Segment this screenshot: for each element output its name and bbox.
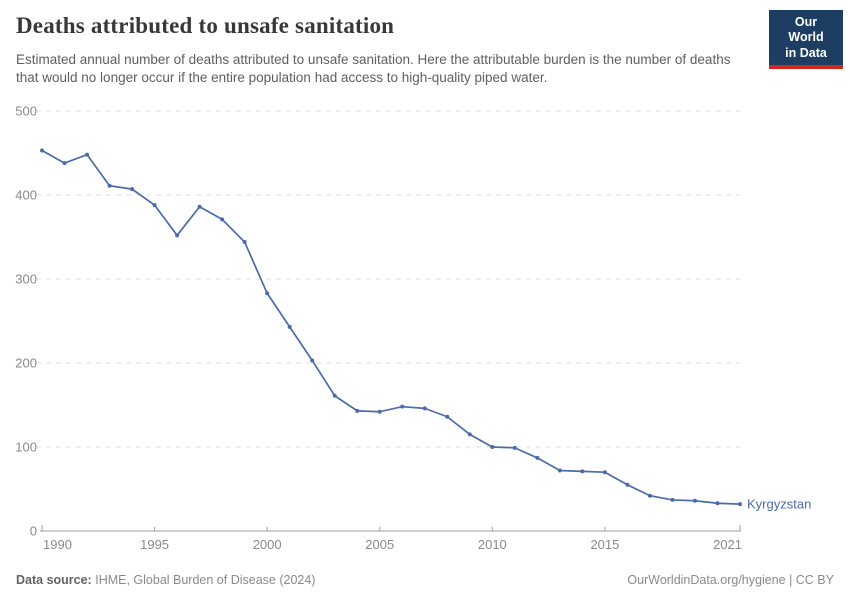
data-point-2006 <box>400 404 405 409</box>
data-point-2004 <box>355 408 360 413</box>
y-tick-label: 200 <box>15 356 37 371</box>
x-tick-label: 2015 <box>590 537 619 552</box>
data-point-2000 <box>265 291 270 296</box>
data-point-2009 <box>467 432 472 437</box>
data-point-2008 <box>445 414 450 419</box>
data-point-1990 <box>40 148 44 153</box>
x-tick-label: 2021 <box>713 537 742 552</box>
data-point-2013 <box>557 468 562 473</box>
data-point-1991 <box>62 161 67 166</box>
series-end-label: Kyrgyzstan <box>747 497 811 512</box>
y-tick-label: 400 <box>15 188 37 203</box>
data-point-1995 <box>152 203 157 208</box>
data-point-2021 <box>738 502 742 507</box>
data-point-2019 <box>692 498 697 503</box>
data-point-2018 <box>670 497 675 502</box>
data-point-2003 <box>332 393 337 398</box>
owid-logo: Our World in Data <box>769 10 843 69</box>
x-tick-label: 1995 <box>140 537 169 552</box>
data-point-1997 <box>197 204 202 209</box>
data-point-2017 <box>647 493 652 498</box>
y-tick-label: 300 <box>15 272 37 287</box>
x-tick-label: 2010 <box>478 537 507 552</box>
data-point-2020 <box>715 501 720 506</box>
data-point-2007 <box>422 406 427 411</box>
credit-text: OurWorldinData.org/hygiene | CC BY <box>627 573 834 587</box>
data-source-label: Data source: <box>16 573 92 587</box>
data-point-1999 <box>242 240 247 245</box>
chart-footer: Data source: IHME, Global Burden of Dise… <box>16 571 834 587</box>
data-source: Data source: IHME, Global Burden of Dise… <box>16 573 315 587</box>
data-point-1993 <box>107 183 112 188</box>
y-tick-label: 0 <box>30 524 37 539</box>
x-tick-label: 2000 <box>253 537 282 552</box>
owid-logo-line2: in Data <box>785 45 827 60</box>
x-tick-label: 1990 <box>43 537 72 552</box>
chart-svg: 0 100 200 300 400 500 1990 1995 2000 2005 2010 2015… <box>15 104 811 553</box>
data-point-2011 <box>512 445 517 450</box>
data-point-2001 <box>287 324 292 329</box>
data-point-2002 <box>310 358 315 363</box>
data-source-value: IHME, Global Burden of Disease (2024) <box>95 573 316 587</box>
data-point-1996 <box>175 233 180 238</box>
chart-title: Deaths attributed to unsafe sanitation <box>16 13 395 38</box>
series-line <box>41 149 741 505</box>
y-tick-label: 100 <box>15 440 37 455</box>
data-point-2010 <box>490 445 495 449</box>
y-tick-label: 500 <box>15 104 37 119</box>
data-point-1998 <box>220 217 225 222</box>
data-point-1994 <box>130 187 135 192</box>
x-tick-label: 2005 <box>365 537 394 552</box>
data-point-2015 <box>602 470 607 475</box>
data-point-2012 <box>535 455 540 460</box>
data-point-2014 <box>580 469 585 474</box>
line-chart: 0 100 200 300 400 500 1990 1995 2000 2005 2010 2015… <box>0 100 850 565</box>
data-point-2005 <box>377 409 382 414</box>
data-point-1992 <box>85 152 90 157</box>
chart-subtitle: Estimated annual number of deaths attrib… <box>16 52 731 85</box>
owid-logo-line1: Our World <box>788 15 824 45</box>
data-point-2016 <box>625 482 630 487</box>
